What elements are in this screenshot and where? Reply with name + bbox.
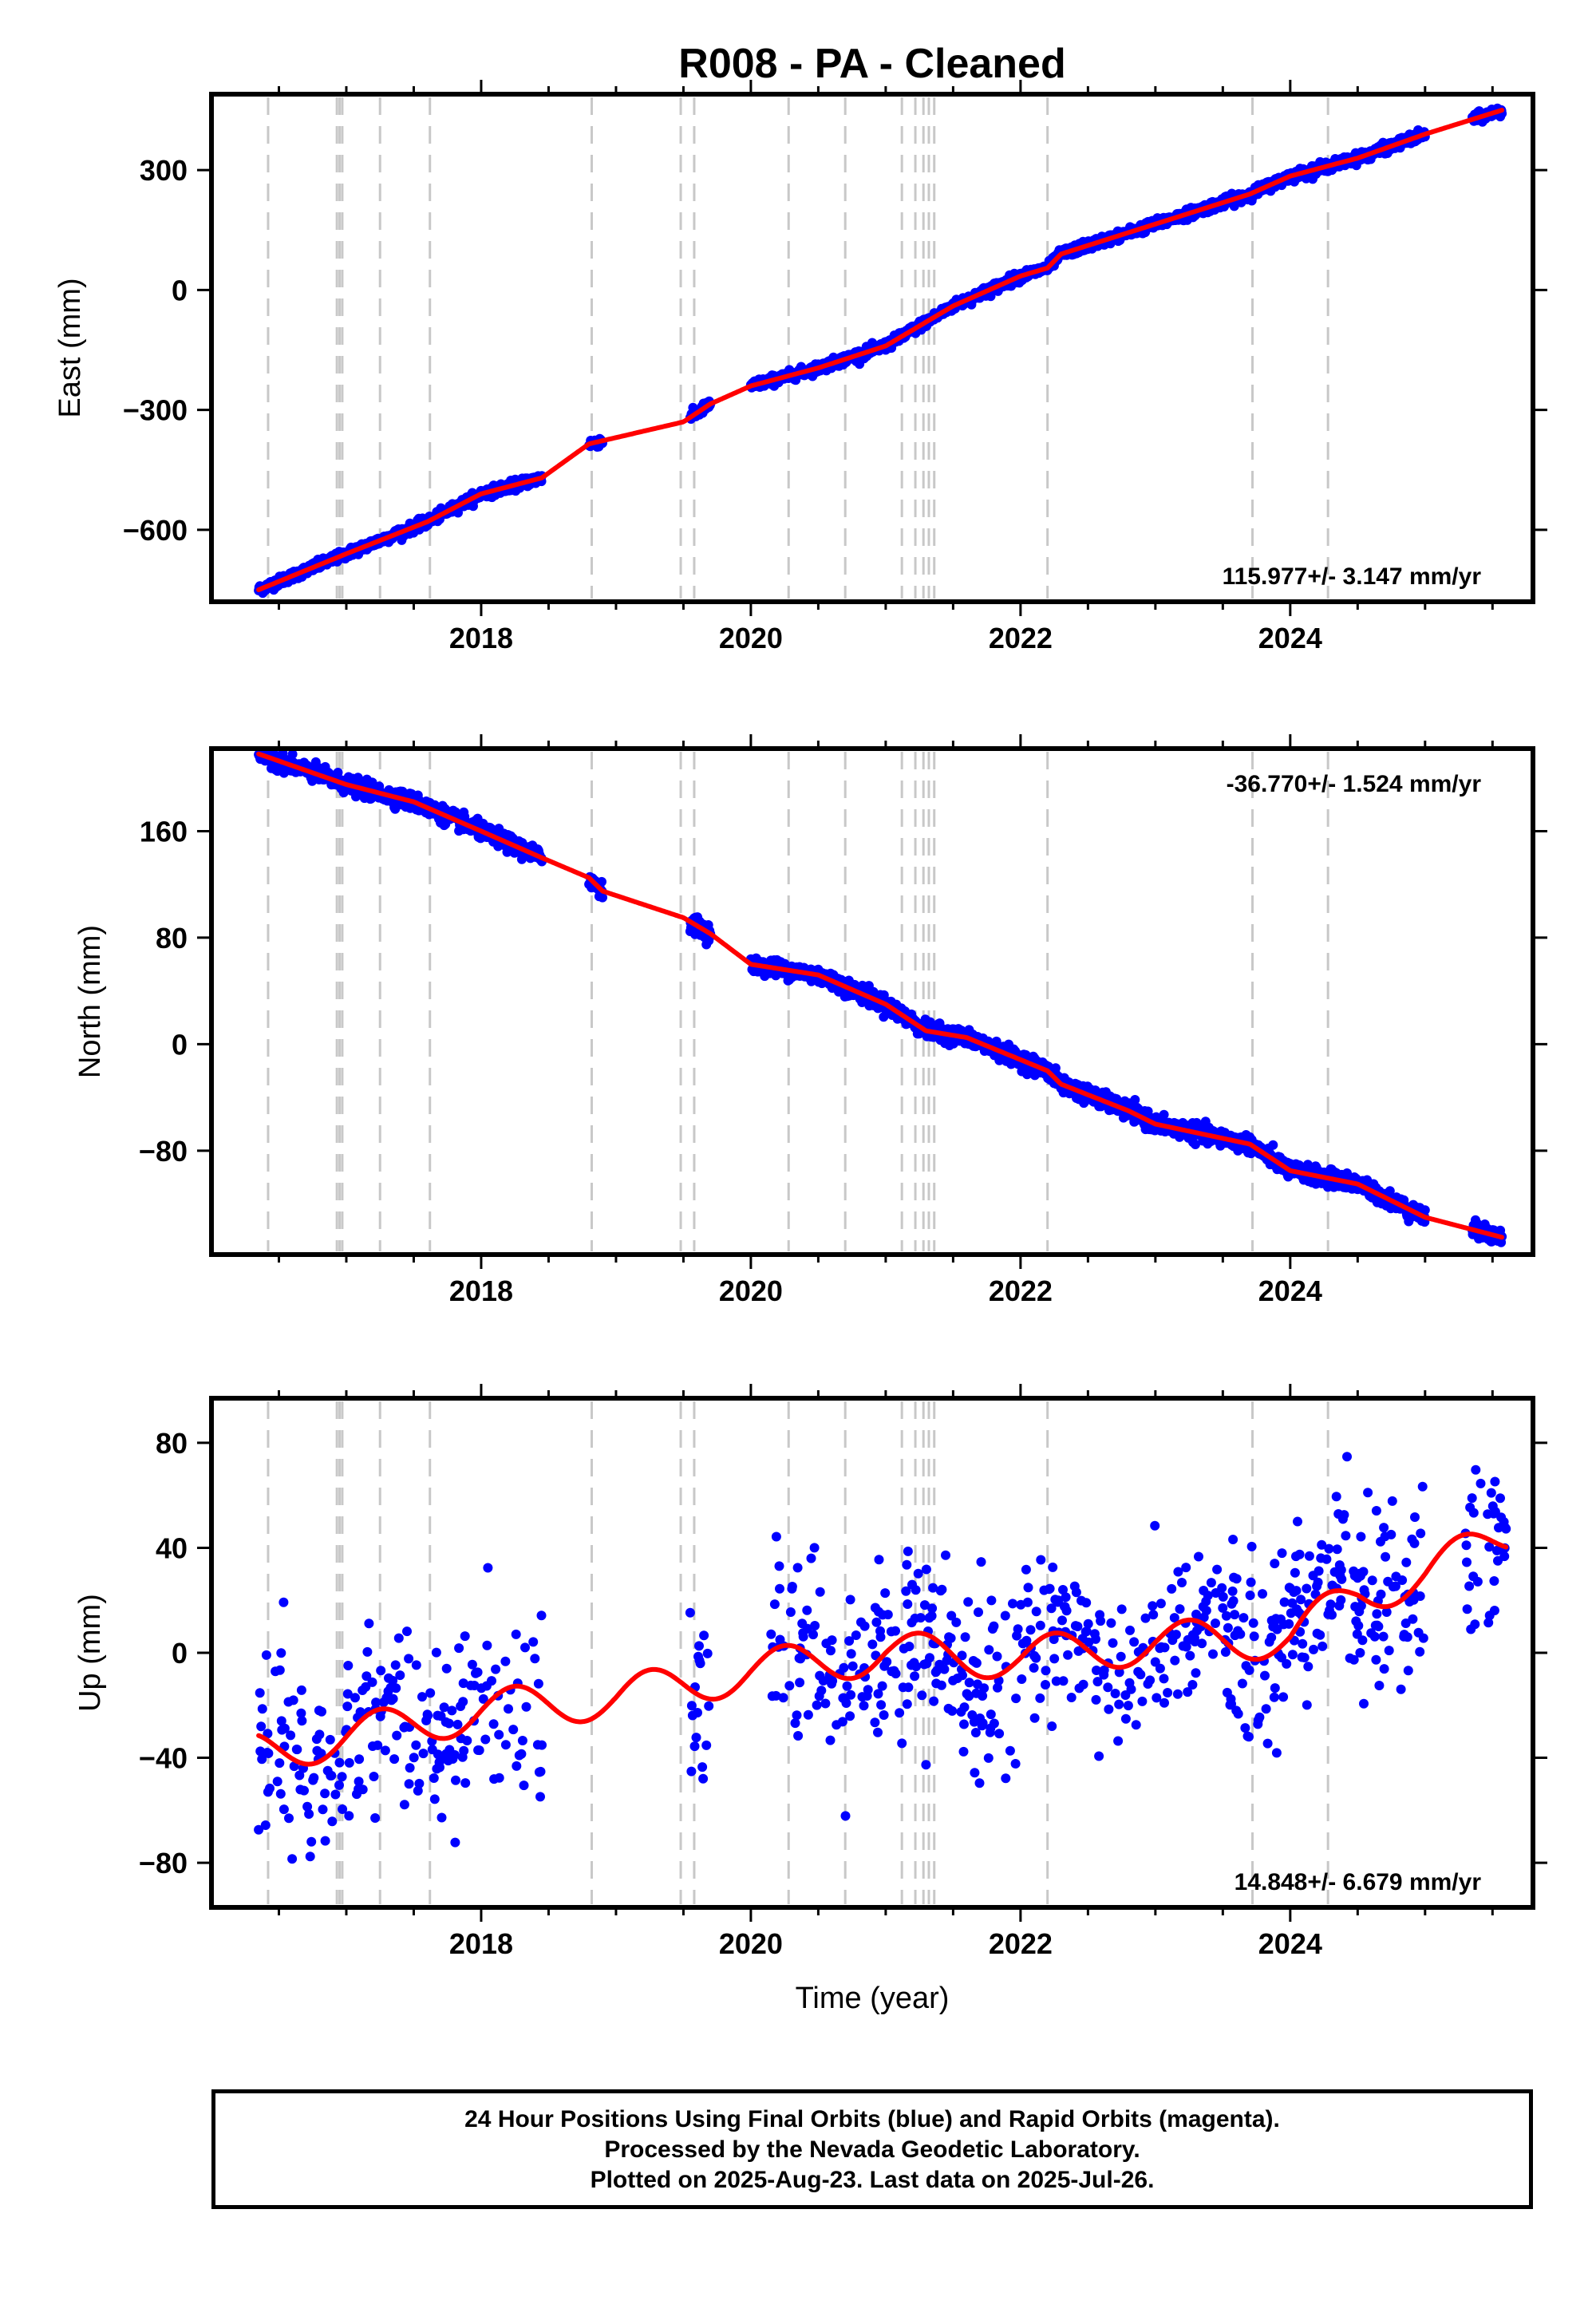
x-tick-label-2022: 2022 xyxy=(989,622,1053,654)
chart-title: R008 - PA - Cleaned xyxy=(678,41,1065,87)
y-axis-label: East (mm) xyxy=(53,278,87,417)
data-point xyxy=(1159,1109,1169,1120)
y-tick-label: 0 xyxy=(172,274,188,306)
y-tick-label: −600 xyxy=(123,514,188,547)
x-tick-label-2018: 2018 xyxy=(449,622,513,654)
x-tick-label-2024: 2024 xyxy=(1258,622,1322,654)
data-point xyxy=(986,291,996,302)
data-point xyxy=(1268,1140,1278,1150)
data-point xyxy=(1050,1063,1061,1073)
y-tick-label: −300 xyxy=(123,394,188,427)
rate-annotation: 115.977+/- 3.147 mm/yr xyxy=(1223,563,1482,590)
y-tick-label: 300 xyxy=(140,154,188,187)
x-tick-label-2020: 2020 xyxy=(719,622,783,654)
